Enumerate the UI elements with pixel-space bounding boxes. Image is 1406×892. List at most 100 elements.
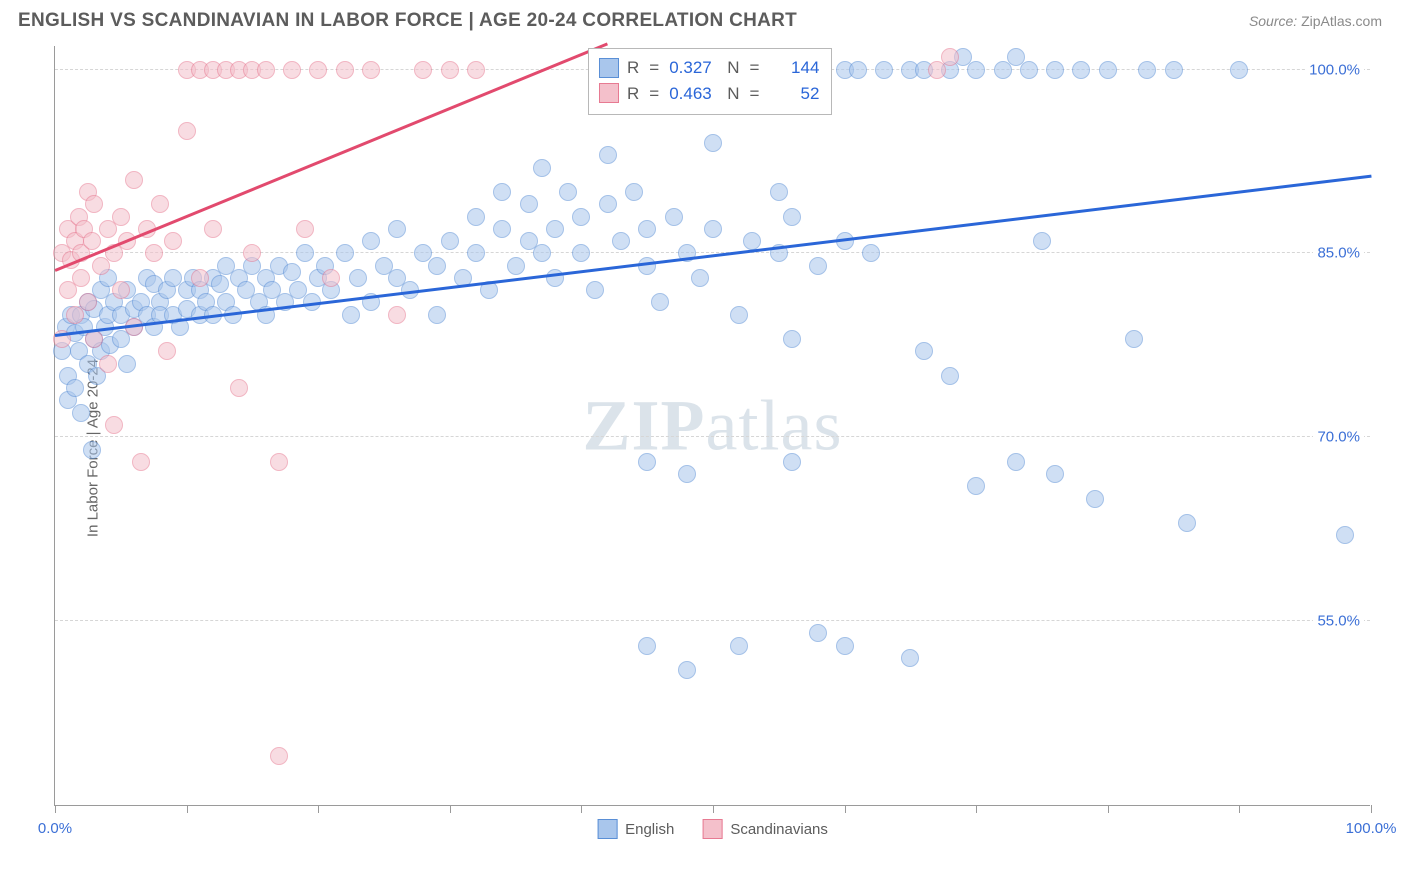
data-point [441,232,459,250]
legend-swatch [599,58,619,78]
source-value: ZipAtlas.com [1301,13,1382,29]
x-tick [1108,805,1109,813]
x-tick [450,805,451,813]
y-tick-label: 100.0% [1305,61,1364,78]
bottom-legend: EnglishScandinavians [597,819,828,839]
data-point [743,232,761,250]
legend-item: English [597,819,674,839]
data-point [349,269,367,287]
data-point [572,208,590,226]
stat-r-label: R [627,81,639,107]
data-point [428,257,446,275]
data-point [559,183,577,201]
data-point [85,195,103,213]
gridline [55,436,1370,437]
data-point [296,244,314,262]
data-point [638,453,656,471]
data-point [546,220,564,238]
y-tick-label: 70.0% [1313,429,1364,446]
data-point [1033,232,1051,250]
data-point [191,269,209,287]
stats-row: R=0.327N=144 [599,55,819,81]
data-point [1086,490,1104,508]
source-label: Source: [1249,13,1297,29]
data-point [783,453,801,471]
x-tick [318,805,319,813]
data-point [493,220,511,238]
data-point [1020,61,1038,79]
data-point [211,275,229,293]
data-point [599,146,617,164]
data-point [967,61,985,79]
chart-container: In Labor Force | Age 20-24 ZIPatlas 55.0… [12,38,1392,858]
data-point [678,465,696,483]
data-point [783,208,801,226]
data-point [651,293,669,311]
data-point [322,269,340,287]
plot-area: ZIPatlas 55.0%70.0%85.0%100.0%0.0%100.0%… [54,46,1370,806]
data-point [586,281,604,299]
x-tick [976,805,977,813]
data-point [336,61,354,79]
data-point [1178,514,1196,532]
x-tick [187,805,188,813]
data-point [849,61,867,79]
stat-r-value: 0.463 [669,81,719,107]
data-point [1230,61,1248,79]
data-point [704,220,722,238]
watermark: ZIPatlas [583,384,843,467]
data-point [1125,330,1143,348]
data-point [112,281,130,299]
x-tick [713,805,714,813]
legend-swatch [597,819,617,839]
data-point [230,379,248,397]
data-point [270,747,288,765]
data-point [66,379,84,397]
data-point [1046,465,1064,483]
data-point [730,637,748,655]
data-point [875,61,893,79]
data-point [1072,61,1090,79]
data-point [336,244,354,262]
legend-swatch [702,819,722,839]
data-point [941,48,959,66]
data-point [118,355,136,373]
data-point [428,306,446,324]
data-point [836,637,854,655]
data-point [638,220,656,238]
source-attribution: Source: ZipAtlas.com [1249,13,1382,29]
data-point [125,171,143,189]
stat-n-label: N [727,81,739,107]
data-point [809,257,827,275]
data-point [862,244,880,262]
data-point [72,269,90,287]
data-point [283,263,301,281]
data-point [164,232,182,250]
data-point [283,61,301,79]
x-tick [845,805,846,813]
data-point [467,61,485,79]
data-point [296,220,314,238]
data-point [599,195,617,213]
data-point [362,61,380,79]
data-point [270,453,288,471]
y-tick-label: 55.0% [1313,613,1364,630]
data-point [533,159,551,177]
data-point [730,306,748,324]
gridline [55,620,1370,621]
data-point [783,330,801,348]
data-point [941,367,959,385]
data-point [85,330,103,348]
data-point [665,208,683,226]
data-point [901,649,919,667]
data-point [83,232,101,250]
legend-label: English [625,821,674,838]
data-point [467,208,485,226]
data-point [612,232,630,250]
stats-legend-box: R=0.327N=144R=0.463N=52 [588,48,832,115]
stat-r-value: 0.327 [669,55,719,81]
data-point [691,269,709,287]
data-point [79,293,97,311]
data-point [112,208,130,226]
data-point [178,122,196,140]
